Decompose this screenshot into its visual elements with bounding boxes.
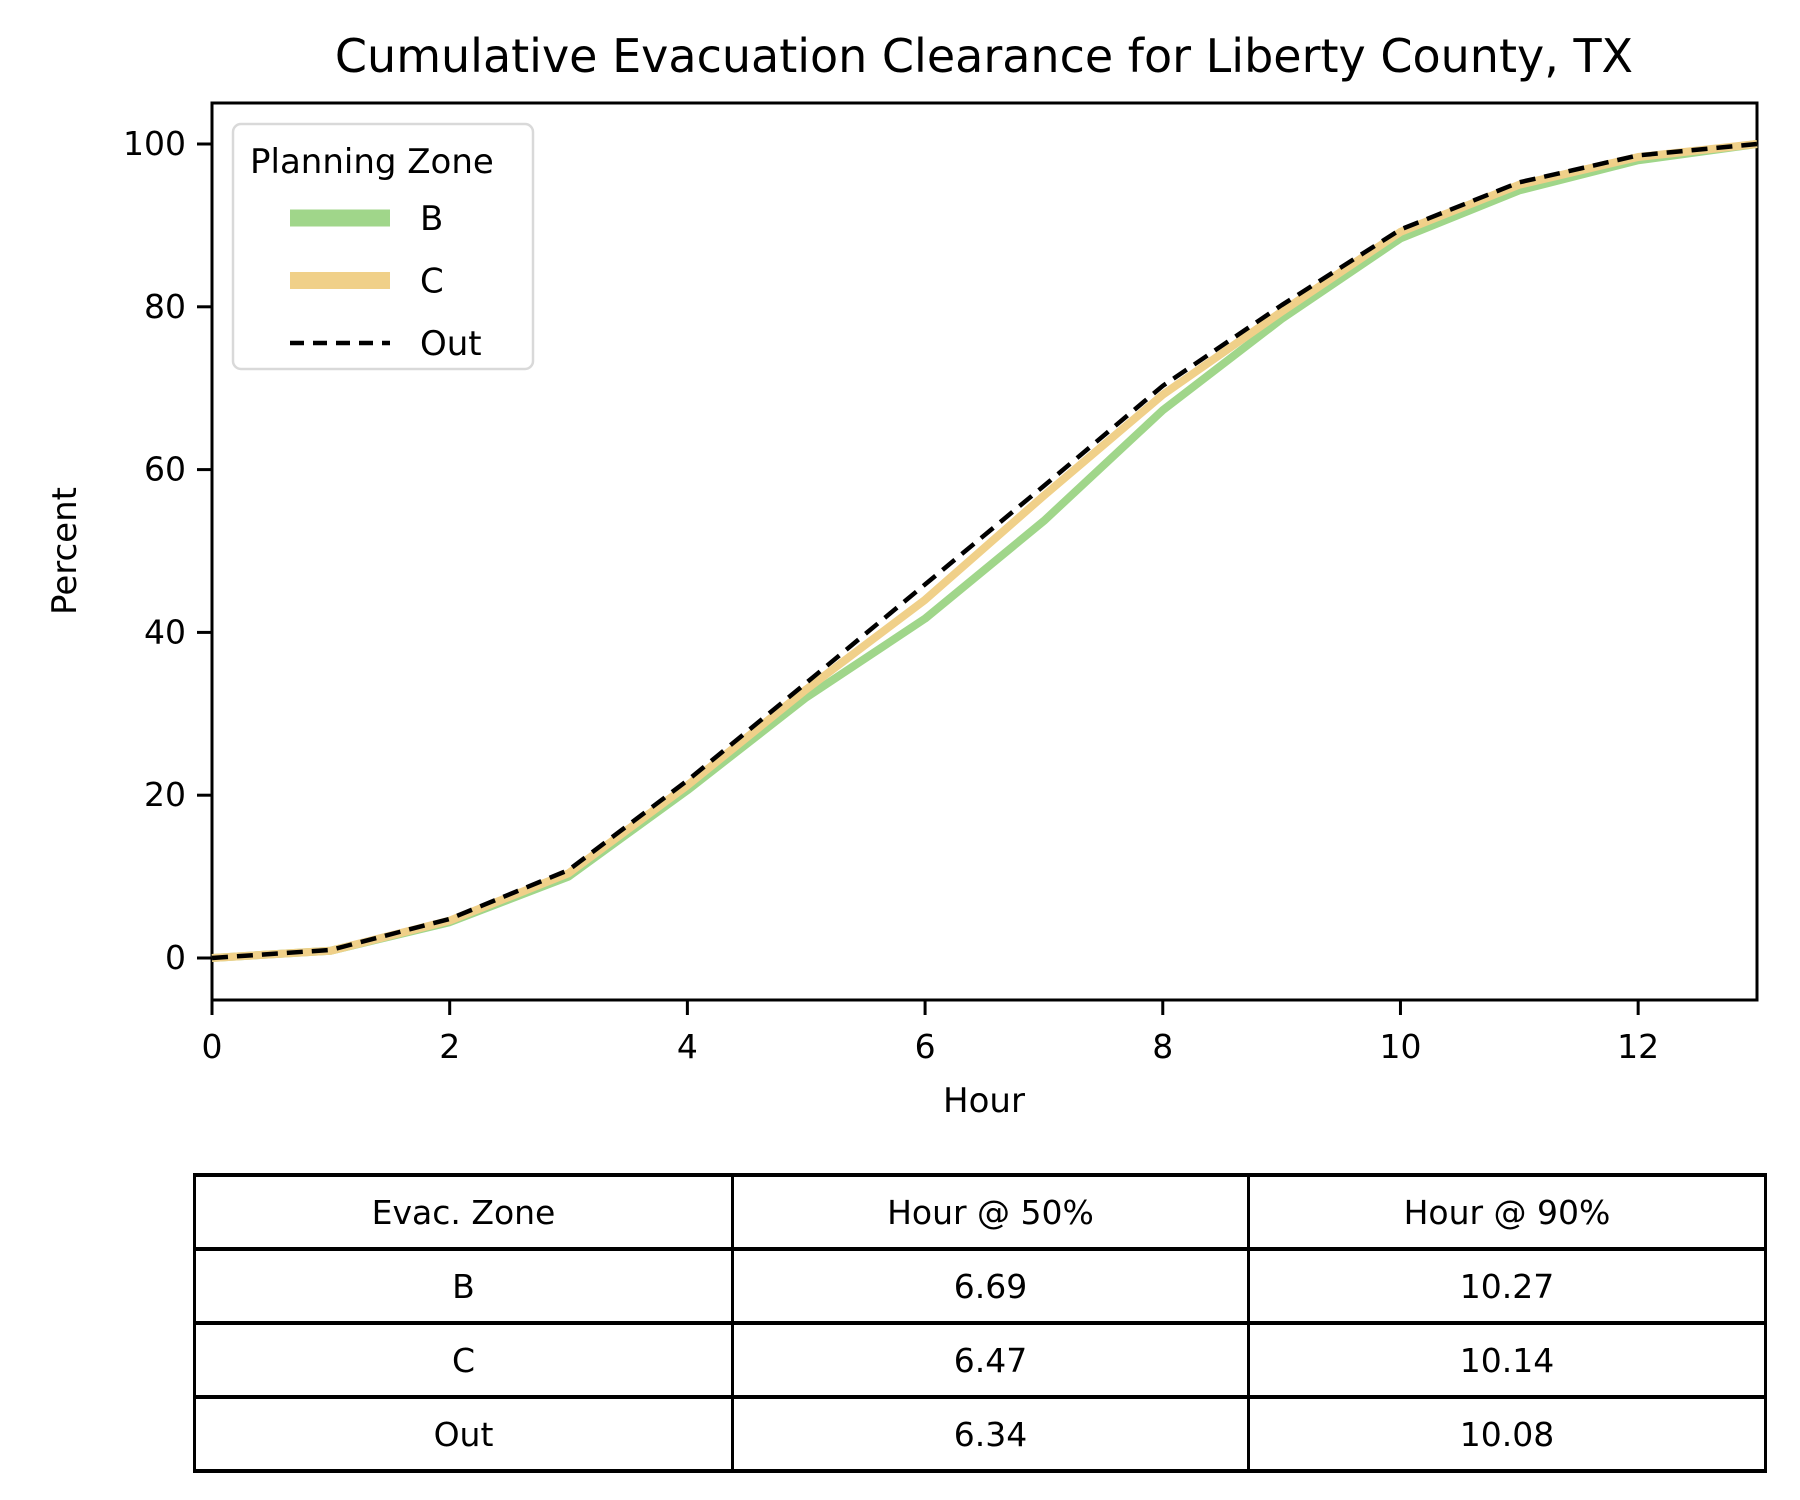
x-tick-label: 6	[915, 1027, 936, 1066]
legend-label-c: C	[420, 262, 444, 302]
table-row: B 6.69 10.27	[193, 1247, 1767, 1325]
chart-title: Cumulative Evacuation Clearance for Libe…	[335, 29, 1633, 83]
legend: Planning Zone BC Out	[231, 122, 535, 371]
clearance-summary-table: Evac. Zone Hour @ 50% Hour @ 90% B 6.69 …	[193, 1173, 1767, 1473]
x-tick-label: 10	[1379, 1027, 1421, 1066]
evacuation-clearance-chart: Cumulative Evacuation Clearance for Libe…	[45, 29, 1759, 1121]
legend-label-out: Out	[420, 324, 482, 364]
table-row: C 6.47 10.14	[193, 1321, 1767, 1399]
zone-cell: C	[193, 1321, 734, 1399]
table-header-row: Evac. Zone Hour @ 50% Hour @ 90%	[193, 1173, 1767, 1251]
plot-frame	[210, 101, 1759, 1002]
y-tick-label: 0	[165, 938, 186, 977]
x-axis-ticks: 0 2 4 6 8 10 12	[202, 1000, 1659, 1066]
curves	[211, 140, 1758, 962]
hour90-cell: 10.14	[1247, 1321, 1767, 1399]
table-row: Out 6.34 10.08	[193, 1395, 1767, 1473]
legend-title: Planning Zone	[250, 142, 494, 182]
y-tick-label: 40	[144, 612, 186, 651]
y-tick-label: 80	[144, 287, 186, 326]
table-header-zone: Evac. Zone	[193, 1173, 734, 1251]
hour90-cell: 10.08	[1247, 1395, 1767, 1473]
x-tick-label: 4	[677, 1027, 698, 1066]
zone-cell: Out	[193, 1395, 734, 1473]
legend-label-b: B	[420, 199, 443, 239]
y-tick-label: 20	[144, 775, 186, 814]
table-header-hour50: Hour @ 50%	[731, 1173, 1250, 1251]
x-axis-label: Hour	[943, 1081, 1025, 1121]
zone-cell: B	[193, 1247, 734, 1325]
hour50-cell: 6.47	[731, 1321, 1250, 1399]
legend-entries: BC Out	[290, 199, 482, 364]
y-axis-ticks: 0 20 40 60 80 100	[123, 124, 212, 977]
x-tick-label: 8	[1152, 1027, 1173, 1066]
y-axis-label: Percent	[45, 487, 85, 615]
series-line-out	[211, 141, 1758, 961]
y-tick-label: 100	[123, 124, 186, 163]
legend-box	[231, 122, 535, 371]
x-tick-label: 2	[439, 1027, 460, 1066]
x-tick-label: 0	[202, 1027, 223, 1066]
hour90-cell: 10.27	[1247, 1247, 1767, 1325]
hour50-cell: 6.34	[731, 1395, 1250, 1473]
y-tick-label: 60	[144, 450, 186, 489]
x-tick-label: 12	[1617, 1027, 1659, 1066]
hour50-cell: 6.69	[731, 1247, 1250, 1325]
table-header-hour90: Hour @ 90%	[1247, 1173, 1767, 1251]
